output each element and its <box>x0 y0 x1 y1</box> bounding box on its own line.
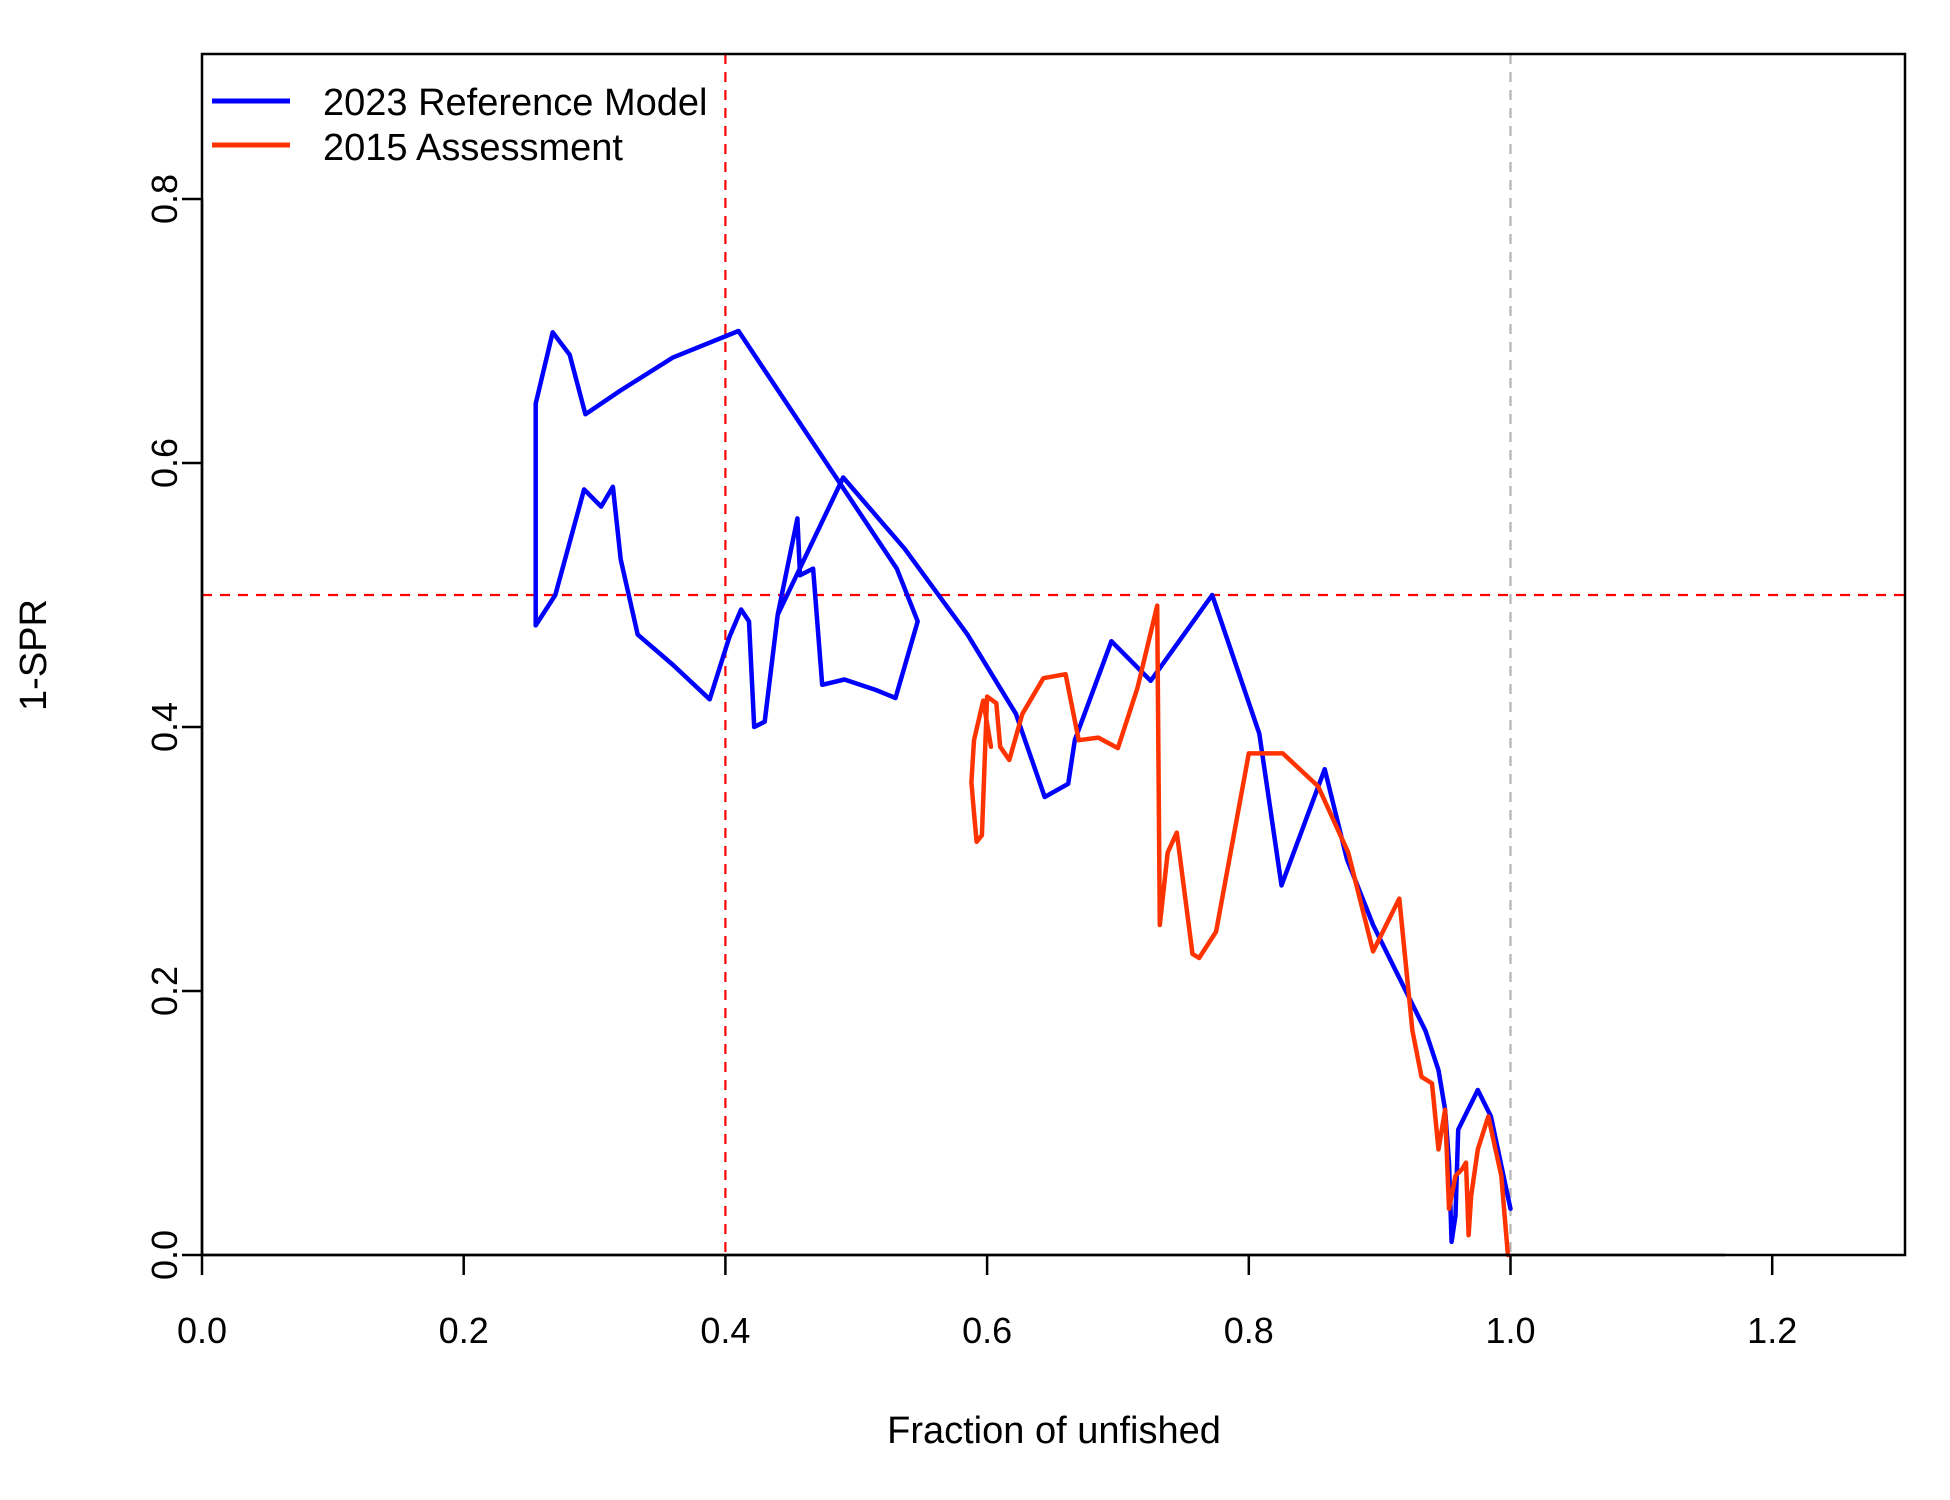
legend-label-2023-reference-model: 2023 Reference Model <box>323 82 707 124</box>
legend: 2023 Reference Model 2015 Assessment <box>212 82 707 169</box>
y-tick-label: 0.4 <box>144 702 185 752</box>
x-tick-label: 0.0 <box>177 1310 227 1351</box>
series-layer <box>533 328 1513 1258</box>
x-tick-label: 1.2 <box>1747 1310 1797 1351</box>
y-tick-label: 0.0 <box>144 1230 185 1280</box>
series-line-2023-reference-model <box>533 328 1513 1245</box>
series-line-2015-assessment <box>969 603 1511 1258</box>
x-tick-label: 0.8 <box>1224 1310 1274 1351</box>
y-tick-label: 0.2 <box>144 966 185 1016</box>
x-tick-label: 1.0 <box>1485 1310 1535 1351</box>
x-tick-label: 0.4 <box>700 1310 750 1351</box>
x-tick-label: 0.6 <box>962 1310 1012 1351</box>
y-tick-label: 0.8 <box>144 174 185 224</box>
y-tick-label: 0.6 <box>144 438 185 488</box>
legend-label-2015-assessment: 2015 Assessment <box>323 127 623 169</box>
y-axis: 0.0 0.2 0.4 0.6 0.8 <box>144 174 204 1280</box>
x-axis-title: Fraction of unfished <box>887 1410 1221 1452</box>
x-axis: 0.0 0.2 0.4 0.6 0.8 1.0 1.2 <box>177 1253 1797 1351</box>
x-tick-label: 0.2 <box>439 1310 489 1351</box>
y-axis-title: 1-SPR <box>13 599 55 711</box>
